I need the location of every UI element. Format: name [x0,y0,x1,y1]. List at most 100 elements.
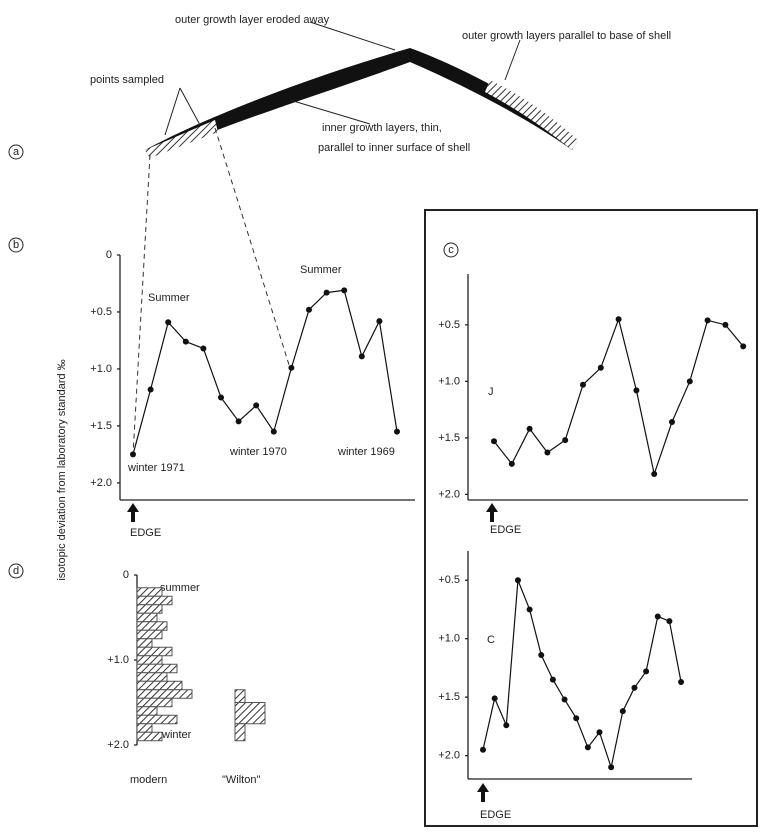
edge-arrow [486,503,498,522]
y-tick-label: +2.0 [438,488,460,500]
point [515,577,521,583]
annotation: winter 1971 [127,462,185,474]
point [236,418,242,424]
histogram-bar [137,664,177,673]
histogram-bar [137,715,177,724]
panel-frame [425,210,757,826]
pointer [290,100,370,124]
annotation: Summer [300,264,342,276]
annotation: EDGE [480,809,511,821]
annotation: winter 1970 [229,446,287,458]
histogram-bar [137,630,162,639]
point [394,429,400,435]
point [573,715,579,721]
y-tick-label: +0.5 [438,319,460,331]
sample-link [133,155,150,455]
histogram-bar [137,613,157,622]
panel-label: d [9,564,23,578]
annotation: C [487,634,495,646]
y-axis-label: isotopic deviation from laboratory stand… [56,359,68,580]
annotation: winter 1969 [337,446,395,458]
edge-arrow [127,503,139,522]
point [359,353,365,359]
point [608,764,614,770]
histogram-bar [137,596,172,605]
annotation: outer growth layer eroded away [175,14,330,26]
point [165,319,171,325]
y-tick-label: +2.0 [438,750,460,762]
y-tick-label: +1.0 [438,633,460,645]
point [130,451,136,457]
histogram-bar [137,605,162,614]
point [218,394,224,400]
histogram-bar [137,622,167,631]
point [544,450,550,456]
point [527,606,533,612]
annotation: EDGE [490,524,521,536]
histogram-bar [137,732,162,741]
pointer [505,40,520,80]
annotation: points sampled [90,74,164,86]
point [253,402,259,408]
point [491,438,497,444]
y-tick-label: +1.0 [90,363,112,375]
annotation: outer growth layers parallel to base of … [462,30,671,42]
annotation: inner growth layers, thin, [322,122,442,134]
point [598,365,604,371]
point [643,668,649,674]
point [148,386,154,392]
annotation: J [488,386,494,398]
point [200,345,206,351]
point [705,317,711,323]
line [133,290,397,454]
point [633,387,639,393]
point [585,744,591,750]
sample-link [215,128,290,368]
histogram-bar [137,639,152,648]
line [494,319,743,474]
point [562,696,568,702]
histogram-bar [235,703,265,724]
panel-letter: c [448,244,454,256]
point [324,290,330,296]
point [651,471,657,477]
pointer [180,88,200,125]
point [655,613,661,619]
panel-label: a [9,145,23,159]
y-tick-label: +1.0 [107,654,129,666]
y-tick-label: +1.5 [438,691,460,703]
y-tick-label: +2.0 [90,477,112,489]
histogram-bar [137,698,172,707]
pointer [310,22,395,50]
point [550,677,556,683]
point [341,287,347,293]
annotation: parallel to inner surface of shell [318,142,470,154]
histogram-bar [137,673,167,682]
panel-letter: a [13,146,20,158]
y-tick-label: +2.0 [107,739,129,751]
point [620,708,626,714]
y-tick-label: +1.0 [438,375,460,387]
point [616,316,622,322]
annotation: EDGE [130,527,161,539]
shell-outer-layers [485,80,578,150]
point [669,419,675,425]
y-tick-label: +1.5 [90,420,112,432]
y-tick-label: +1.5 [438,432,460,444]
point [666,618,672,624]
panel-letter: b [13,239,19,251]
point [376,318,382,324]
point [562,437,568,443]
point [631,685,637,691]
annotation: "Wilton" [222,774,260,786]
point [678,679,684,685]
point [183,339,189,345]
histogram-bar [137,588,162,597]
histogram-bar [137,681,182,690]
pointer [165,88,180,135]
annotation: summer [160,582,200,594]
point [527,426,533,432]
point [492,695,498,701]
histogram-bar [137,690,192,699]
histogram-bar [137,707,157,716]
